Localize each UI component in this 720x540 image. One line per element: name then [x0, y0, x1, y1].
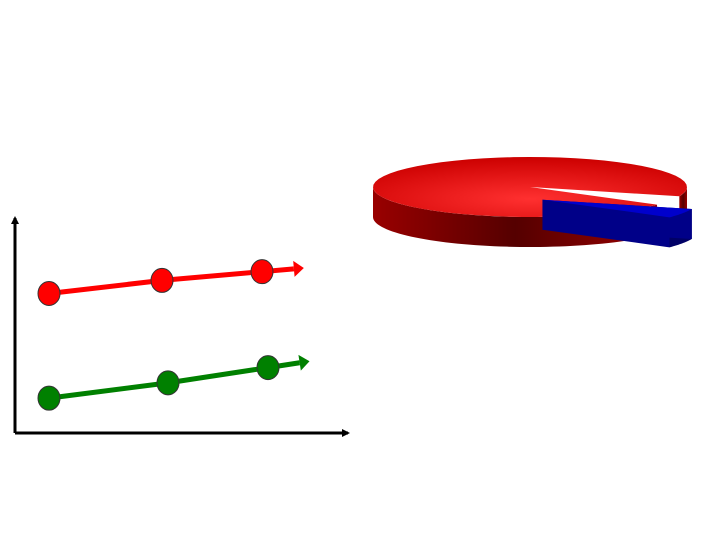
- pie-slice: [542, 199, 692, 248]
- arrow-head: [298, 354, 310, 371]
- axes: [11, 216, 350, 437]
- data-point: [37, 280, 61, 306]
- slice-cut: [542, 199, 670, 248]
- slice-top: [373, 157, 687, 217]
- data-point: [156, 370, 180, 396]
- data-point: [256, 355, 280, 381]
- arrow-head: [293, 260, 304, 277]
- data-point: [250, 259, 274, 285]
- data-point: [150, 267, 174, 293]
- slice-top: [542, 199, 692, 218]
- data-point: [37, 385, 61, 411]
